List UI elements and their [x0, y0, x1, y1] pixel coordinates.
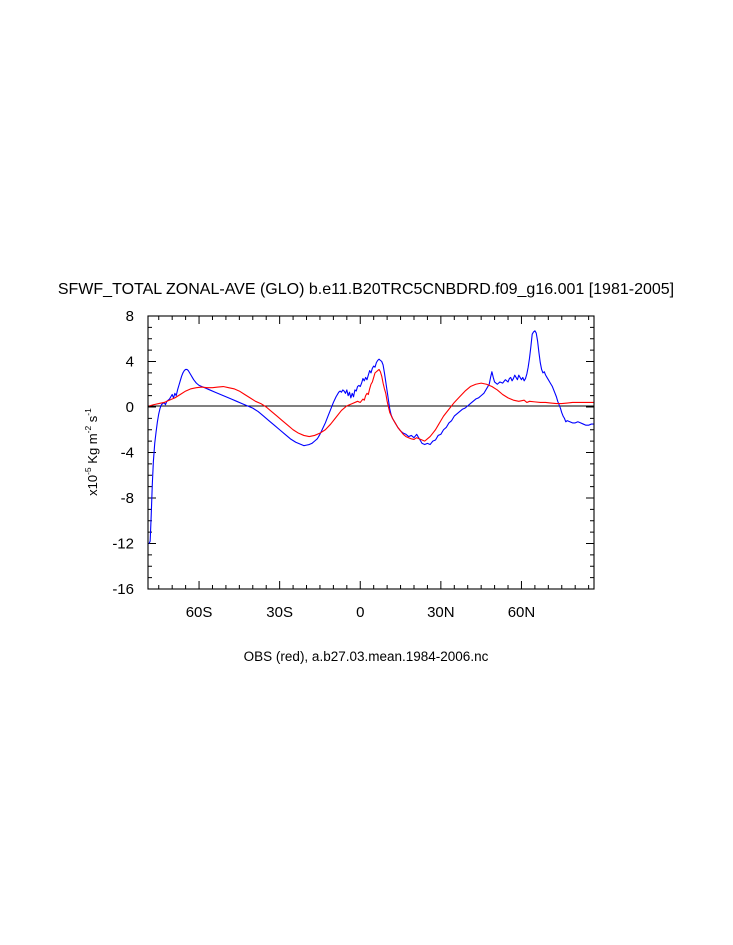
y-label-exponent: -5 — [83, 467, 93, 475]
x-tick-labels: 60S 30S 0 30N 60N — [186, 604, 536, 621]
chart-title: SFWF_TOTAL ZONAL-AVE (GLO) b.e11.B20TRC5… — [58, 281, 674, 298]
y-tick-label: -16 — [112, 581, 134, 598]
y-label-unit-tail-exponent: -1 — [83, 408, 93, 416]
x-tick-label: 0 — [356, 604, 364, 621]
y-tick-label: 0 — [126, 399, 134, 416]
blue-series-line — [148, 330, 594, 544]
x-tick-label: 60N — [508, 604, 536, 621]
y-tick-label: -12 — [112, 536, 134, 553]
y-label-unit-tail: s — [85, 415, 100, 426]
plot-frame — [147, 315, 595, 590]
x-tick-label: 60S — [186, 604, 213, 621]
red-series-line — [149, 368, 594, 442]
series-layer — [148, 330, 594, 544]
y-label-unit: Kg m — [85, 433, 100, 467]
y-label-prefix: x10 — [85, 475, 100, 496]
y-tick-label: 8 — [126, 308, 134, 325]
y-tick-labels: 8 4 0 -4 -8 -12 -16 — [112, 308, 134, 598]
x-tick-label: 30N — [427, 604, 455, 621]
footnote: OBS (red), a.b27.03.mean.1984-2006.nc — [244, 649, 489, 664]
y-tick-label: -4 — [121, 445, 134, 462]
y-tick-label: -8 — [121, 490, 134, 507]
axis-ticks — [148, 315, 594, 590]
plot-area — [147, 315, 595, 590]
y-axis-label: x10-5 Kg m-2 s-1 — [83, 408, 100, 496]
y-label-unit-exponent: -2 — [83, 426, 93, 434]
x-tick-label: 30S — [266, 604, 293, 621]
y-tick-label: 4 — [126, 354, 134, 371]
